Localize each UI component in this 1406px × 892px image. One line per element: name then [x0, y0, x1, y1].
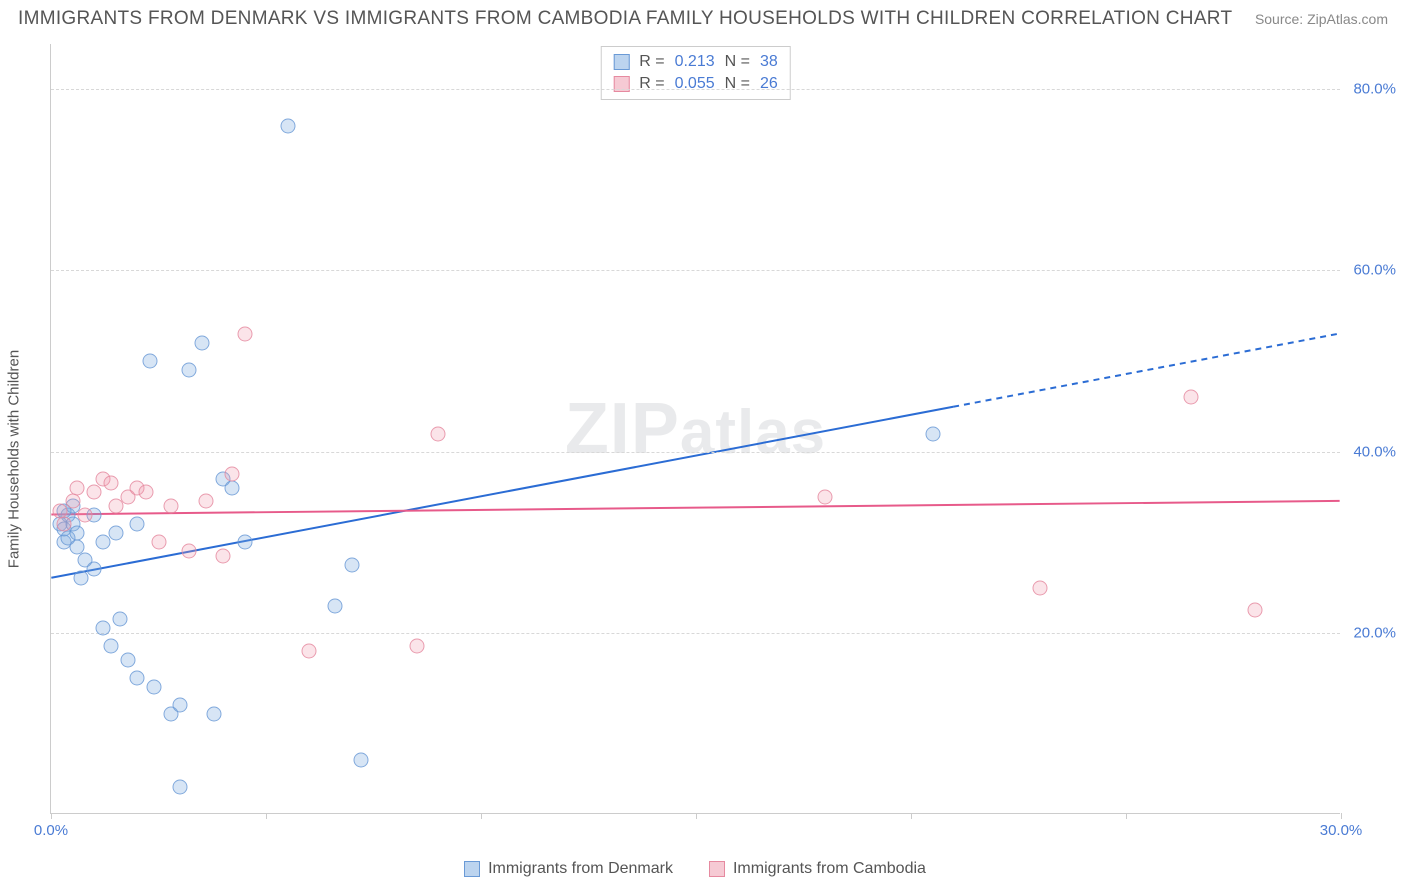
scatter-point [74, 571, 89, 586]
stats-n-value: 38 [760, 51, 778, 73]
scatter-point [345, 557, 360, 572]
legend-label: Immigrants from Denmark [488, 860, 673, 878]
y-tick-label: 20.0% [1346, 624, 1396, 641]
stats-r-label: R = [639, 73, 664, 95]
gridline-h [51, 452, 1340, 453]
x-tick-mark [481, 813, 482, 819]
watermark: ZIPatlas [565, 388, 826, 470]
stats-r-label: R = [639, 51, 664, 73]
scatter-point [925, 426, 940, 441]
scatter-point [237, 326, 252, 341]
scatter-point [409, 639, 424, 654]
gridline-h [51, 89, 1340, 90]
y-tick-label: 80.0% [1346, 81, 1396, 98]
scatter-point [138, 485, 153, 500]
scatter-point [353, 752, 368, 767]
scatter-point [164, 499, 179, 514]
scatter-point [87, 485, 102, 500]
scatter-point [181, 363, 196, 378]
stats-n-label: N = [725, 73, 750, 95]
scatter-point [431, 426, 446, 441]
scatter-point [302, 643, 317, 658]
plot-area: ZIPatlas R =0.213N =38R =0.055N =26 20.0… [50, 44, 1340, 814]
x-tick-label: 30.0% [1320, 822, 1363, 839]
gridline-h [51, 270, 1340, 271]
x-tick-label: 0.0% [34, 822, 68, 839]
scatter-point [142, 354, 157, 369]
title-bar: IMMIGRANTS FROM DENMARK VS IMMIGRANTS FR… [0, 0, 1406, 34]
trend-line-dashed [953, 334, 1339, 407]
trend-line-solid [51, 501, 1339, 515]
scatter-point [1033, 580, 1048, 595]
x-tick-mark [1126, 813, 1127, 819]
y-tick-label: 60.0% [1346, 262, 1396, 279]
scatter-point [198, 494, 213, 509]
y-axis-label: Family Households with Children [6, 350, 23, 568]
scatter-point [130, 671, 145, 686]
stats-r-value: 0.213 [675, 51, 715, 73]
scatter-point [1248, 603, 1263, 618]
scatter-point [181, 544, 196, 559]
scatter-point [112, 612, 127, 627]
legend-item: Immigrants from Denmark [464, 860, 673, 878]
stats-row: R = 0.055 N = 26 [613, 73, 778, 95]
legend-label: Immigrants from Cambodia [733, 860, 926, 878]
x-tick-mark [911, 813, 912, 819]
scatter-point [69, 480, 84, 495]
x-tick-mark [1341, 813, 1342, 819]
scatter-point [95, 621, 110, 636]
stats-n-label: N = [725, 51, 750, 73]
source-label: Source: ZipAtlas.com [1255, 11, 1388, 27]
scatter-point [194, 335, 209, 350]
scatter-point [173, 779, 188, 794]
scatter-point [104, 476, 119, 491]
series-swatch-icon [464, 861, 480, 877]
scatter-point [280, 118, 295, 133]
scatter-point [173, 698, 188, 713]
scatter-point [147, 680, 162, 695]
scatter-point [65, 494, 80, 509]
y-tick-label: 40.0% [1346, 443, 1396, 460]
scatter-point [130, 517, 145, 532]
stats-row: R = 0.213 N = 38 [613, 51, 778, 73]
scatter-point [108, 499, 123, 514]
x-tick-mark [266, 813, 267, 819]
scatter-point [104, 639, 119, 654]
gridline-h [51, 633, 1340, 634]
legend-item: Immigrants from Cambodia [709, 860, 926, 878]
series-swatch-icon [613, 54, 629, 70]
x-tick-mark [696, 813, 697, 819]
stats-n-value: 26 [760, 73, 778, 95]
chart-container: Family Households with Children ZIPatlas… [0, 34, 1406, 884]
scatter-point [224, 480, 239, 495]
scatter-point [78, 508, 93, 523]
scatter-point [108, 526, 123, 541]
trend-lines-layer [51, 44, 1340, 813]
chart-title: IMMIGRANTS FROM DENMARK VS IMMIGRANTS FR… [18, 8, 1232, 30]
stats-r-value: 0.055 [675, 73, 715, 95]
scatter-point [327, 598, 342, 613]
bottom-legend: Immigrants from Denmark Immigrants from C… [50, 860, 1340, 878]
stats-legend-box: R = 0.213 N = 38 R = 0.055 N = 26 [600, 46, 791, 100]
scatter-point [216, 548, 231, 563]
scatter-point [224, 467, 239, 482]
scatter-point [1183, 390, 1198, 405]
scatter-point [69, 539, 84, 554]
series-swatch-icon [709, 861, 725, 877]
scatter-point [818, 489, 833, 504]
scatter-point [207, 707, 222, 722]
scatter-point [121, 653, 136, 668]
scatter-point [56, 517, 71, 532]
scatter-point [95, 535, 110, 550]
scatter-point [87, 562, 102, 577]
x-tick-mark [51, 813, 52, 819]
scatter-point [237, 535, 252, 550]
scatter-point [151, 535, 166, 550]
